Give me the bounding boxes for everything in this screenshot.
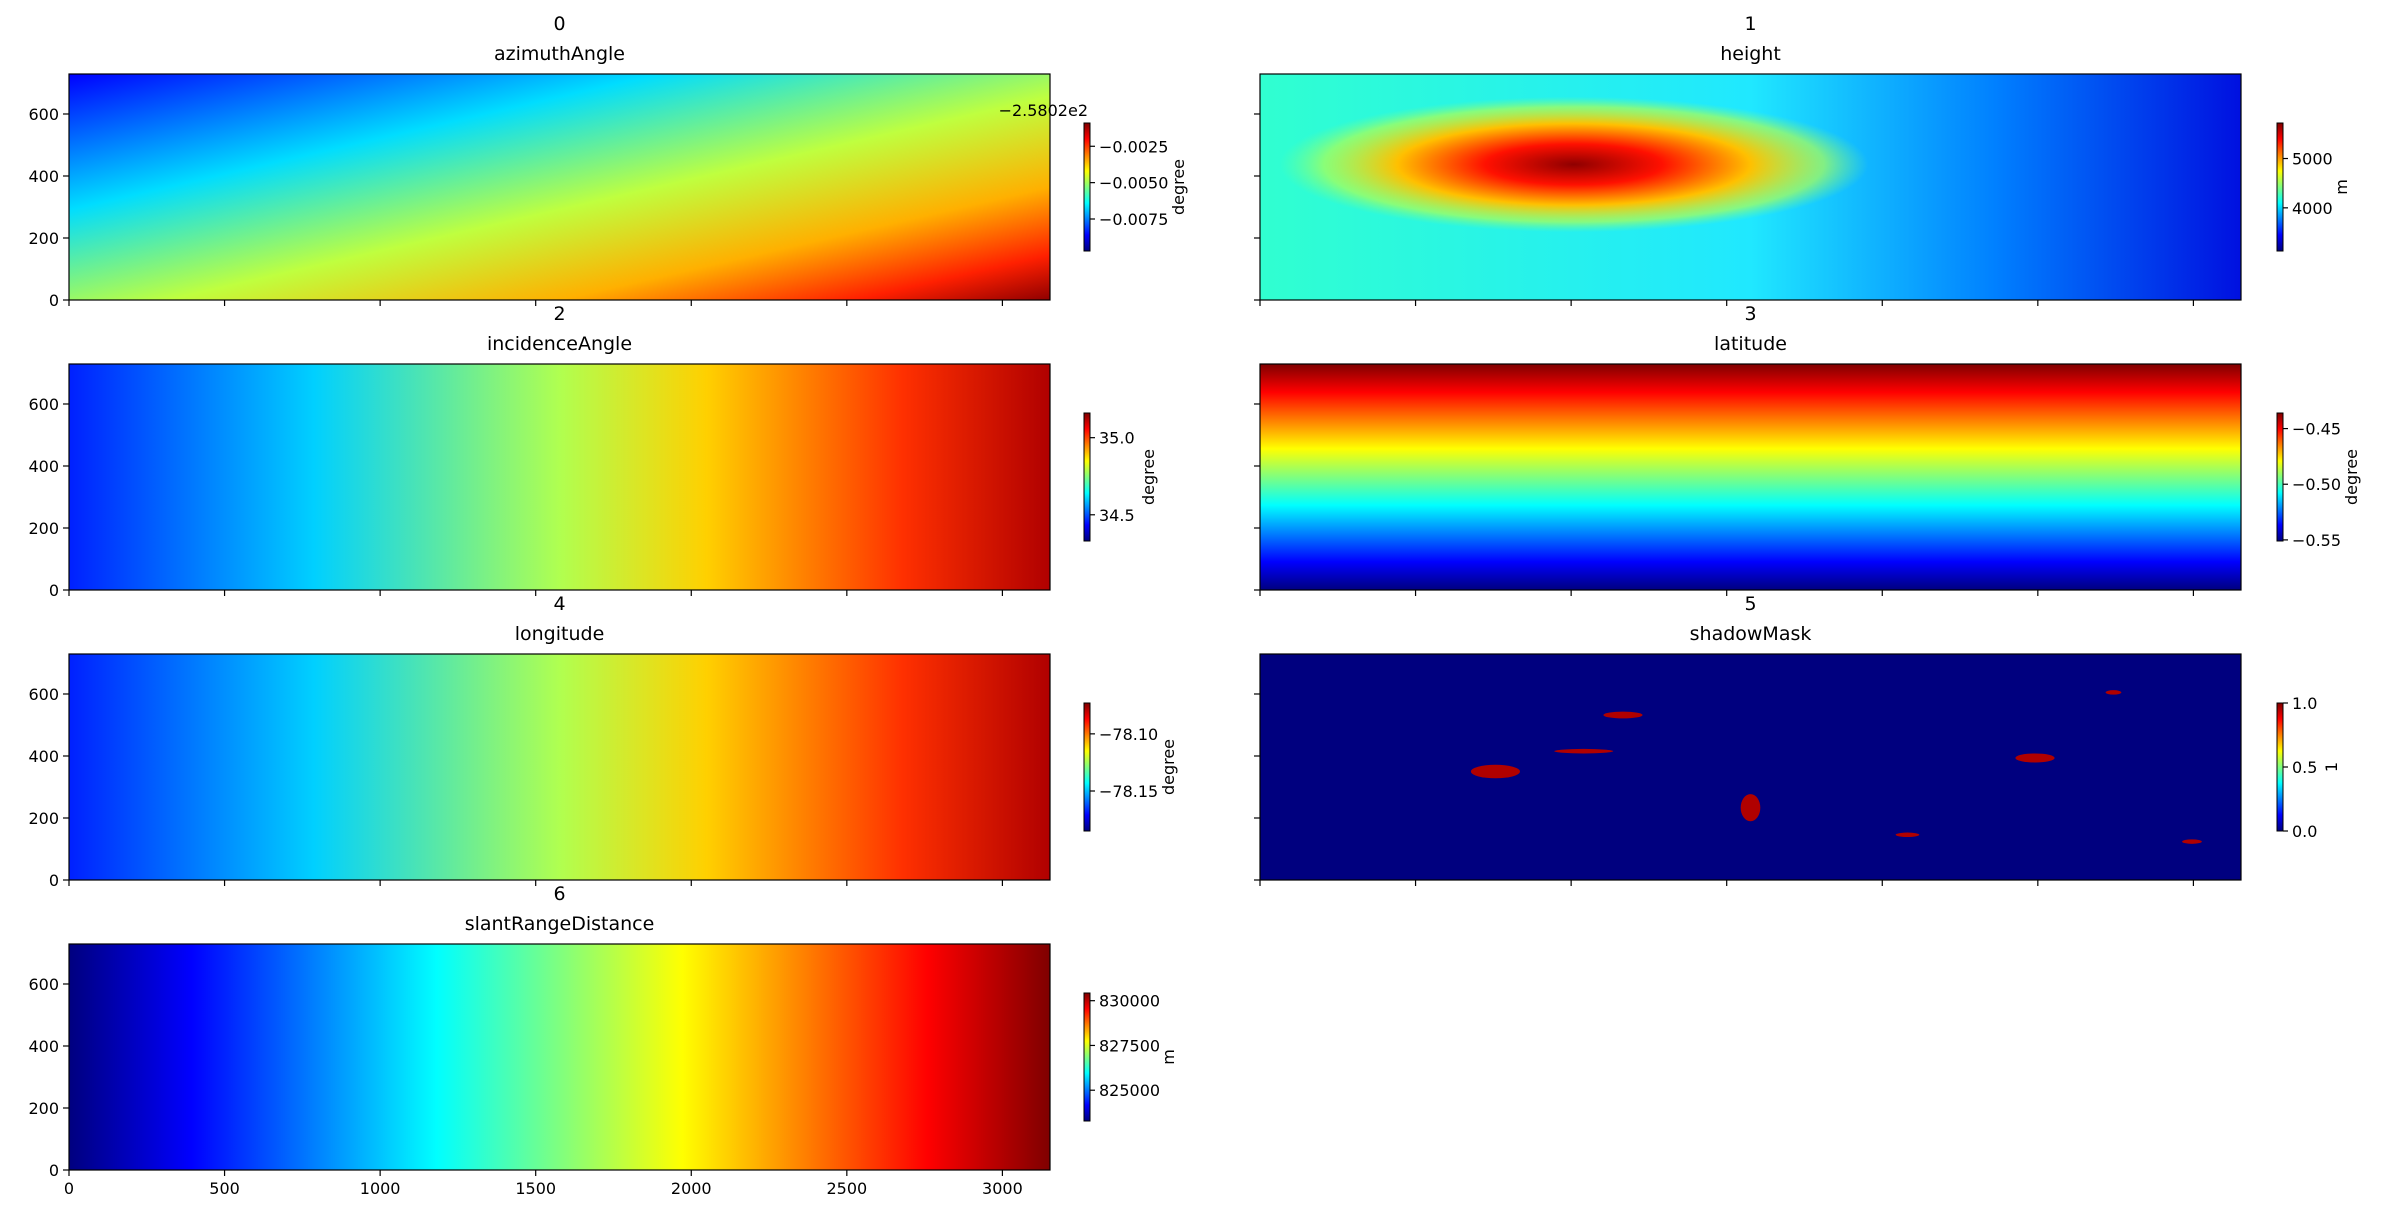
panel-title: shadowMask: [1690, 623, 1812, 645]
axes-frame: [1259, 653, 2242, 881]
y-tick-label: 400: [28, 1037, 59, 1056]
colorbar-tick-label: 830000: [1099, 992, 1160, 1011]
x-tick-label: 3000: [982, 1179, 1023, 1198]
colorbar: [1083, 992, 1091, 1122]
colorbar-tick-label: −78.15: [1099, 782, 1158, 801]
colorbar-tick-label: 34.5: [1099, 506, 1135, 525]
y-tick-label: 600: [28, 105, 59, 124]
heatmap-image: [69, 364, 1050, 590]
panel-title: azimuthAngle: [494, 43, 625, 65]
colorbar-tick-label: 825000: [1099, 1081, 1160, 1100]
y-tick-label: 600: [28, 975, 59, 994]
x-tick-label: 500: [209, 1179, 240, 1198]
heatmap-image: [1260, 74, 2241, 300]
axes-frame: [68, 653, 1051, 881]
colorbar-tick-label: 4000: [2292, 199, 2333, 218]
colorbar-label: degree: [2342, 449, 2361, 505]
panel-title: height: [1720, 43, 1781, 65]
axes-frame: [68, 943, 1051, 1171]
colorbar-tick-label: 0.5: [2292, 758, 2317, 777]
x-tick-label: 2500: [826, 1179, 867, 1198]
colorbar-label: m: [1159, 1049, 1178, 1065]
colorbar: [2276, 702, 2284, 832]
colorbar-tick-label: −78.10: [1099, 725, 1158, 744]
colorbar: [1083, 122, 1091, 252]
colorbar-label: m: [2332, 179, 2351, 195]
y-tick-label: 200: [28, 519, 59, 538]
y-tick-label: 400: [28, 747, 59, 766]
panel-title: slantRangeDistance: [465, 913, 655, 935]
axes-frame: [68, 73, 1051, 301]
y-tick-label: 400: [28, 457, 59, 476]
heatmap-image: [69, 74, 1050, 300]
y-tick-label: 600: [28, 395, 59, 414]
x-tick-label: 1500: [515, 1179, 556, 1198]
heatmap-image: [1260, 364, 2241, 590]
colorbar-label: 1: [2322, 762, 2341, 772]
colorbar-label: degree: [1159, 739, 1178, 795]
heatmap-image: [69, 944, 1050, 1170]
heatmap-image: [1260, 654, 2241, 880]
panel-index: 4: [553, 593, 565, 615]
y-tick-label: 200: [28, 229, 59, 248]
colorbar: [2276, 412, 2284, 542]
panel-index: 2: [553, 303, 565, 325]
y-tick-label: 0: [49, 581, 59, 600]
colorbar: [2276, 122, 2284, 252]
colorbar-tick-label: −0.55: [2292, 531, 2341, 550]
colorbar: [1083, 412, 1091, 542]
colorbar-label: degree: [1169, 159, 1188, 215]
colorbar-tick-label: 827500: [1099, 1036, 1160, 1055]
colorbar-tick-label: 5000: [2292, 150, 2333, 169]
colorbar-tick-label: 35.0: [1099, 429, 1135, 448]
colorbar-tick-label: 0.0: [2292, 822, 2317, 841]
panel-index: 6: [553, 883, 565, 905]
axes-frame: [1259, 363, 2242, 591]
y-tick-label: 0: [49, 871, 59, 890]
x-tick-label: 2000: [671, 1179, 712, 1198]
y-tick-label: 200: [28, 809, 59, 828]
colorbar-tick-label: −0.0025: [1099, 137, 1168, 156]
heatmap-image: [69, 654, 1050, 880]
axes-frame: [1259, 73, 2242, 301]
panel-index: 3: [1744, 303, 1756, 325]
colorbar-label: degree: [1139, 449, 1158, 505]
colorbar-tick-label: −0.45: [2292, 420, 2341, 439]
panel-index: 1: [1744, 13, 1756, 35]
panel-title: longitude: [515, 623, 605, 645]
panel-title: incidenceAngle: [487, 333, 632, 355]
panel-index: 5: [1744, 593, 1756, 615]
y-tick-label: 0: [49, 1161, 59, 1180]
x-tick-label: 0: [64, 1179, 74, 1198]
panel-index: 0: [553, 13, 565, 35]
panel-title: latitude: [1714, 333, 1787, 355]
y-tick-label: 400: [28, 167, 59, 186]
axes-frame: [68, 363, 1051, 591]
y-tick-label: 600: [28, 685, 59, 704]
x-tick-label: 1000: [360, 1179, 401, 1198]
y-tick-label: 0: [49, 291, 59, 310]
colorbar: [1083, 702, 1091, 832]
y-tick-label: 200: [28, 1099, 59, 1118]
colorbar-tick-label: −0.0050: [1099, 174, 1168, 193]
colorbar-tick-label: −0.50: [2292, 475, 2341, 494]
colorbar-tick-label: 1.0: [2292, 694, 2317, 713]
colorbar-tick-label: −0.0075: [1099, 210, 1168, 229]
offset-text: −2.5802e2: [999, 101, 1088, 120]
